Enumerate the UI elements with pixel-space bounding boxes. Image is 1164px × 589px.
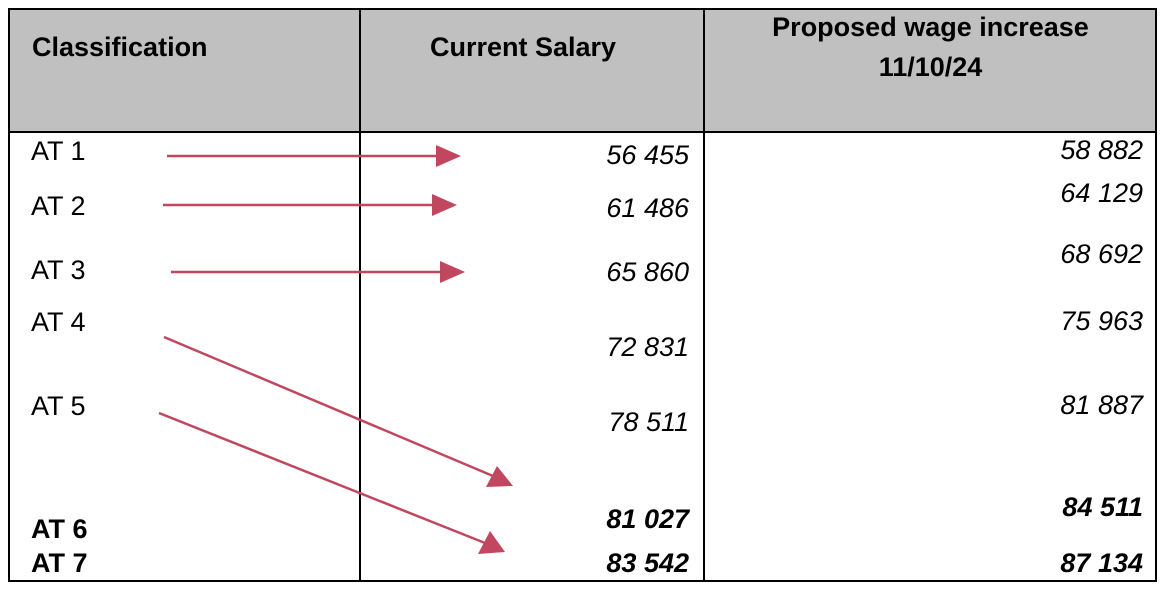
- proposed-salary-cell: 64 129: [1060, 178, 1143, 208]
- classification-cell: AT 2: [31, 191, 86, 221]
- proposed-salary-cell: 87 134: [1060, 548, 1143, 578]
- classification-cell: AT 3: [31, 255, 86, 285]
- classification-cell: AT 6: [31, 514, 88, 544]
- header-proposed-line2: 11/10/24: [878, 52, 983, 82]
- header-current-salary: Current Salary: [430, 32, 617, 62]
- proposed-salary-cell: 58 882: [1060, 135, 1143, 165]
- classification-cell: AT 4: [31, 307, 86, 337]
- table-header: [10, 10, 1155, 133]
- current-salary-cell: 78 511: [608, 407, 689, 437]
- current-salary-cell: 61 486: [606, 193, 689, 223]
- proposed-salary-cell: 75 963: [1060, 306, 1143, 336]
- current-salary-cell: 72 831: [606, 332, 689, 362]
- classification-cell: AT 7: [31, 548, 88, 578]
- header-classification: Classification: [32, 32, 208, 62]
- current-salary-cell: 81 027: [606, 504, 689, 534]
- proposed-salary-cell: 84 511: [1062, 492, 1143, 522]
- column-divider: [703, 10, 705, 580]
- proposed-salary-cell: 81 887: [1060, 390, 1143, 420]
- proposed-salary-cell: 68 692: [1060, 239, 1143, 269]
- current-salary-cell: 56 455: [606, 140, 689, 170]
- classification-cell: AT 5: [31, 391, 86, 421]
- current-salary-cell: 83 542: [606, 548, 689, 578]
- header-proposed-line1: Proposed wage increase: [772, 12, 1089, 42]
- classification-cell: AT 1: [31, 136, 86, 166]
- current-salary-cell: 65 860: [606, 257, 689, 287]
- salary-table: [8, 8, 1157, 582]
- column-divider: [359, 10, 361, 580]
